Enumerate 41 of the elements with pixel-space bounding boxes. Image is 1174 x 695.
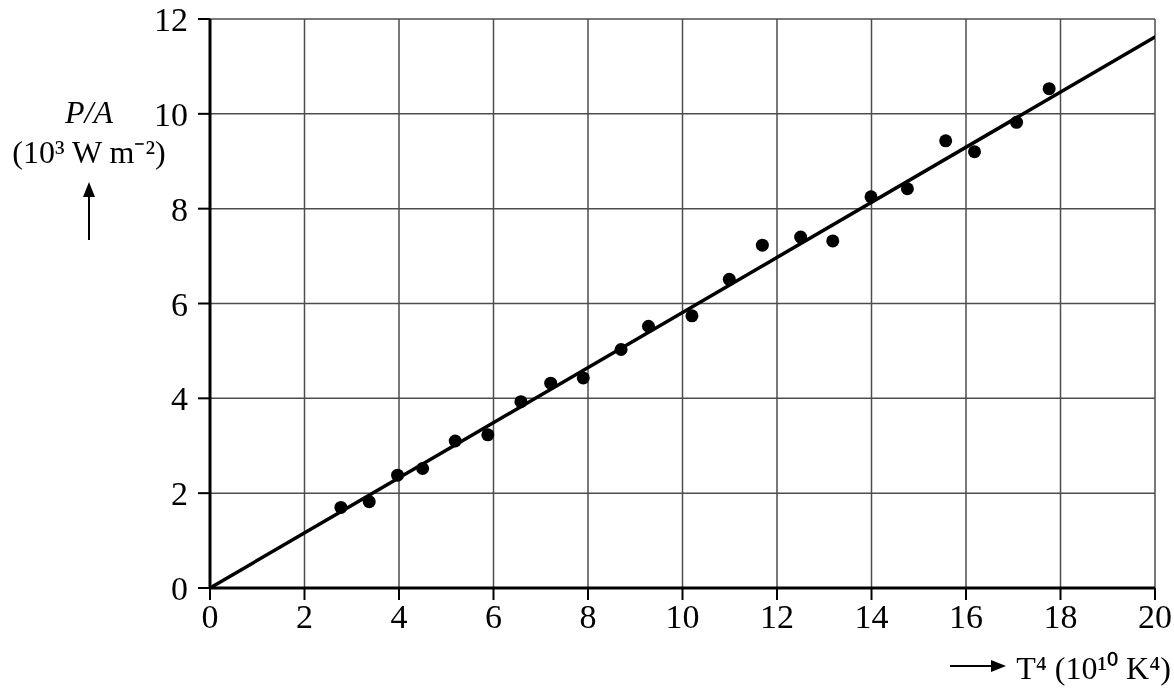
point	[544, 376, 558, 390]
y-tick-label: 10	[154, 95, 188, 133]
x-tick-label: 18	[1043, 598, 1078, 636]
point	[826, 234, 840, 248]
x-tick-label: 20	[1138, 598, 1172, 636]
x-tick-label: 0	[201, 598, 219, 636]
x-tick-label: 10	[665, 598, 700, 636]
point	[334, 500, 348, 514]
y-tick-label: 8	[171, 190, 188, 228]
x-tick-label: 16	[949, 598, 983, 636]
x-tick-label: 4	[390, 598, 408, 636]
y-tick-label: 6	[171, 285, 188, 323]
x-tick-label: 6	[485, 598, 502, 636]
point	[755, 238, 769, 252]
point	[514, 395, 528, 409]
point	[968, 145, 982, 159]
x-axis-title: T⁴ (10¹⁰ K⁴)	[1016, 648, 1171, 688]
x-tick-label: 2	[296, 598, 313, 636]
y-tick-label: 4	[171, 380, 188, 418]
y-tick-label: 0	[171, 570, 188, 608]
point	[641, 319, 655, 333]
point	[939, 134, 953, 148]
x-tick-label: 14	[854, 598, 889, 636]
x-tick-label: 12	[760, 598, 794, 636]
point	[416, 462, 430, 476]
point	[864, 190, 878, 204]
point	[1010, 115, 1024, 129]
point	[391, 468, 405, 482]
y-tick-label: 12	[154, 1, 188, 39]
point	[481, 428, 495, 442]
point	[685, 309, 699, 323]
x-tick-label: 8	[579, 598, 597, 636]
point	[794, 230, 808, 244]
y-tick-label: 2	[171, 475, 188, 513]
point	[614, 342, 628, 356]
point	[1042, 82, 1056, 96]
point	[576, 371, 590, 385]
point	[900, 182, 914, 196]
point	[362, 495, 376, 509]
point	[448, 434, 462, 448]
point	[722, 272, 736, 286]
